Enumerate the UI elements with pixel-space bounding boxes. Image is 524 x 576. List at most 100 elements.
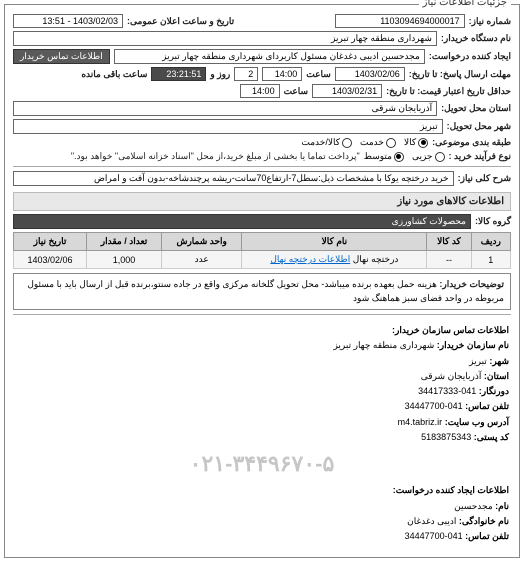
row-process: نوع فرآیند خرید : جزیی متوسط "پرداخت تما… [13,151,511,162]
cr-name-label: نام: [495,501,509,511]
contact-title: اطلاعات تماس سازمان خریدار: [15,323,509,338]
org-label: نام سازمان خریدار: [437,340,509,350]
col-qty: تعداد / مقدار [87,233,162,251]
c-city-label: شهر: [489,356,509,366]
row-creator: ایجاد کننده درخواست: مجدحسین ادیبی دغدغا… [13,49,511,64]
col-code: کد کالا [427,233,471,251]
site-val: m4.tabriz.ir [398,417,443,427]
panel-title: جزئیات اطلاعات نیاز [419,0,511,8]
buyer-field: شهرداری منطقه چهار تبریز [13,31,437,46]
goods-table: ردیف کد کالا نام کالا واحد شمارش تعداد /… [13,232,511,269]
deadline-time: 14:00 [262,67,302,81]
cell-row: 1 [471,251,510,269]
creator-info: اطلاعات ایجاد کننده درخواست: نام: مجدحسی… [13,479,511,548]
proc-label: نوع فرآیند خرید : [449,151,512,162]
cat-radio-group: کالا خدمت کالا/خدمت [301,137,428,148]
buyer-label: نام دستگاه خریدار: [441,33,511,44]
buyer-note: توضیحات خریدار: هزینه حمل بعهده برنده می… [13,273,511,310]
c-city-val: تبریز [469,356,487,366]
note-label: توضیحات خریدار: [439,279,504,289]
radio-icon [394,152,404,162]
time-label-1: ساعت [306,69,331,80]
creator-label: ایجاد کننده درخواست: [429,51,511,62]
cr-tel-label: تلفن تماس: [465,531,509,541]
cr-tel-val: 041-34447700 [405,531,463,541]
row-province: استان محل تحویل: آذربایجان شرقی [13,101,511,116]
cat-radio-khedmat[interactable]: خدمت [360,137,396,148]
cell-qty: 1,000 [87,251,162,269]
proc-radio-group: جزیی متوسط [364,151,445,162]
fax-label: دورنگار: [479,386,509,396]
cr-family-val: ادیبی دغدغان [407,516,456,526]
desc-label: شرح کلی نیاز: [458,173,511,184]
cell-date: 1403/02/06 [14,251,87,269]
tel-val: 041-34447700 [405,401,463,411]
valid-time: 14:00 [240,84,280,98]
col-date: تاریخ نیاز [14,233,87,251]
countdown-field: 23:21:51 [151,67,206,81]
row-category: طبقه بندی موضوعی: کالا خدمت کالا/خدمت [13,137,511,148]
creator-title: اطلاعات ایجاد کننده درخواست: [15,483,509,498]
city-field: تبریز [13,119,443,134]
info-link[interactable]: اطلاعات درختچه نهال [270,254,350,264]
row-deadline: مهلت ارسال پاسخ: تا تاریخ: 1403/02/06 سا… [13,67,511,81]
contact-info: اطلاعات تماس سازمان خریدار: نام سازمان خ… [13,319,511,449]
row-valid: حداقل تاریخ اعتبار قیمت: تا تاریخ: 1403/… [13,84,511,98]
table-header-row: ردیف کد کالا نام کالا واحد شمارش تعداد /… [14,233,511,251]
days-label: روز و [210,69,230,80]
radio-icon [435,152,445,162]
col-row: ردیف [471,233,510,251]
proc-radio-jozi[interactable]: جزیی [412,151,445,162]
ann-dt-label: تاریخ و ساعت اعلان عمومی: [127,16,234,27]
divider [13,314,511,315]
site-label: آدرس وب سایت: [445,417,509,427]
contact-button[interactable]: اطلاعات تماس خریدار [13,49,110,64]
col-name: نام کالا [242,233,427,251]
radio-icon [342,138,352,148]
proc-radio-motavaset[interactable]: متوسط [364,151,404,162]
row-city: شهر محل تحویل: تبریز [13,119,511,134]
watermark-phone: ۰۲۱-۳۴۴۹۶۷۰-۵ [13,451,511,477]
deadline-label: مهلت ارسال پاسخ: تا تاریخ: [409,69,511,80]
radio-icon [418,138,428,148]
days-field: 2 [234,67,258,81]
city-label: شهر محل تحویل: [447,121,511,132]
post-val: 5183875343 [421,432,471,442]
note-text: هزینه حمل بعهده برنده میباشد- محل تحویل … [27,279,504,303]
post-label: کد پستی: [474,432,509,442]
valid-date: 1403/02/31 [312,84,382,98]
row-desc: شرح کلی نیاز: خرید درختچه یوکا با مشخصات… [13,171,511,186]
table-row: 1 -- درختچه نهال اطلاعات درختچه نهال عدد… [14,251,511,269]
c-prov-label: استان: [484,371,509,381]
goods-section-title: اطلاعات کالاهای مورد نیاز [13,192,511,211]
creator-field: مجدحسین ادیبی دغدغان مسئول کاربردای شهرد… [114,49,425,64]
c-prov-val: آذربایجان شرقی [421,371,482,381]
divider [13,166,511,167]
time-label-2: ساعت [284,86,309,97]
deadline-date: 1403/02/06 [335,67,405,81]
req-no-label: شماره نیاز: [469,16,511,27]
org-val: شهرداری منطقه چهار تبریز [333,340,434,350]
cat-label: طبقه بندی موضوعی: [432,137,511,148]
cat-radio-kala[interactable]: کالا [404,137,428,148]
prov-field: آذربایجان شرقی [13,101,437,116]
row-buyer: نام دستگاه خریدار: شهرداری منطقه چهار تب… [13,31,511,46]
row-req-no: شماره نیاز: 1103094694000017 تاریخ و ساع… [13,14,511,28]
req-no-field: 1103094694000017 [335,14,465,28]
cat-radio-both[interactable]: کالا/خدمت [301,137,352,148]
cell-unit: عدد [162,251,242,269]
proc-note: "پرداخت تماما یا بخشی از مبلغ خرید،از مح… [71,151,360,162]
group-field: محصولات کشاورزی [13,214,471,229]
col-unit: واحد شمارش [162,233,242,251]
cell-code: -- [427,251,471,269]
group-label: گروه کالا: [475,216,511,227]
tel-label: تلفن تماس: [465,401,509,411]
ann-dt-field: 1403/02/03 - 13:51 [13,14,123,28]
fax-val: 041-34417333 [418,386,476,396]
valid-label: حداقل تاریخ اعتبار قیمت: تا تاریخ: [386,86,511,97]
cr-name-val: مجدحسین [454,501,493,511]
radio-icon [386,138,396,148]
remain-label: ساعت باقی مانده [81,69,147,80]
row-group: گروه کالا: محصولات کشاورزی [13,214,511,229]
cr-family-label: نام خانوادگی: [459,516,509,526]
